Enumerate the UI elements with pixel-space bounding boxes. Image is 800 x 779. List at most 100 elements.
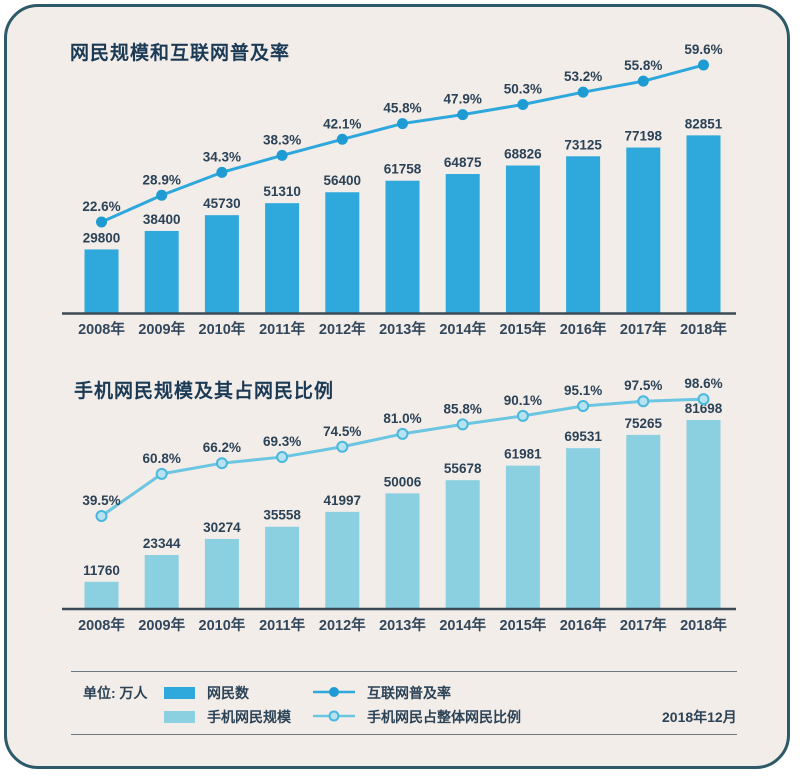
bar-value-label: 75265 — [625, 416, 663, 431]
percent-label: 97.5% — [624, 378, 662, 393]
chart1-group: 29800 38400 45730 51310 56400 61758 64875 68826… — [62, 42, 736, 338]
x-tick-label: 2008年 — [78, 616, 125, 634]
x-tick-label: 2010年 — [199, 320, 246, 338]
x-tick-label: 2012年 — [319, 616, 366, 634]
x-tick-label: 2012年 — [319, 320, 366, 338]
x-tick-label: 2009年 — [138, 320, 185, 338]
percent-label: 74.5% — [323, 424, 361, 439]
bar-value-label: 23344 — [143, 536, 181, 551]
penetration-line-icon — [313, 687, 355, 697]
bar-value-label: 69531 — [564, 429, 602, 444]
bar — [686, 419, 721, 609]
bar-value-label: 73125 — [564, 137, 602, 152]
bar-value-label: 55678 — [444, 461, 482, 476]
x-tick-label: 2018年 — [680, 616, 727, 634]
bar — [325, 511, 360, 609]
line-point — [517, 98, 529, 110]
percent-label: 28.9% — [143, 172, 181, 187]
percent-label: 47.9% — [444, 92, 482, 107]
percent-label: 81.0% — [383, 411, 421, 426]
x-tick-label: 2017年 — [620, 320, 667, 338]
date-label: 2018年12月 — [662, 709, 737, 725]
bar-value-label: 45730 — [203, 196, 241, 211]
bar-value-label: 64875 — [444, 155, 482, 170]
line-point — [215, 457, 228, 470]
bar-value-label: 61981 — [504, 447, 542, 462]
x-tick-label: 2010年 — [199, 616, 246, 634]
line-point — [637, 395, 650, 408]
bar — [385, 493, 420, 609]
x-tick-label: 2016年 — [560, 320, 607, 338]
unit-label: 单位: 万人 — [83, 685, 148, 701]
x-tick-label: 2011年 — [259, 320, 305, 338]
percent-label: 66.2% — [203, 440, 241, 455]
bar — [144, 230, 179, 314]
bar — [84, 249, 119, 314]
line-point — [96, 216, 107, 228]
bar — [505, 465, 540, 609]
bar-value-label: 11760 — [83, 563, 120, 578]
percent-label: 90.1% — [504, 393, 542, 408]
line-point — [156, 189, 168, 201]
percent-label: 55.8% — [624, 58, 662, 73]
bar — [626, 434, 661, 609]
bar — [204, 215, 239, 314]
bar — [84, 581, 119, 609]
line-point — [336, 440, 349, 453]
bar-value-label: 82851 — [685, 116, 723, 131]
percent-label: 60.8% — [143, 451, 181, 466]
x-tick-label: 2017年 — [620, 616, 667, 634]
percent-label: 34.3% — [203, 149, 241, 164]
x-tick-label: 2013年 — [379, 616, 426, 634]
bar — [505, 165, 540, 314]
percent-label: 38.3% — [263, 132, 301, 147]
line-point — [637, 75, 649, 87]
line-point — [697, 393, 710, 406]
bar — [626, 147, 661, 314]
percent-label: 69.3% — [263, 434, 301, 449]
line-point — [216, 166, 228, 178]
percent-label: 50.3% — [504, 81, 542, 96]
bar-value-label: 38400 — [143, 212, 181, 227]
line-point — [276, 149, 288, 161]
legend-label-mobile-ratio: 手机网民占整体网民比例 — [367, 709, 521, 725]
line-point — [577, 399, 590, 412]
chart2-group: 11760 23344 30274 35558 41997 50006 55678 61981… — [62, 376, 736, 634]
bar-value-label: 51310 — [263, 184, 301, 199]
bar — [144, 554, 179, 609]
netizen-bar-swatch — [164, 687, 195, 699]
percent-label: 85.8% — [444, 401, 482, 416]
line-point — [95, 510, 108, 523]
bar — [445, 174, 480, 314]
bar-value-label: 68826 — [504, 147, 542, 162]
x-tick-label: 2009年 — [138, 616, 185, 634]
percent-label: 98.6% — [684, 376, 722, 391]
percent-label: 42.1% — [323, 116, 361, 131]
percent-label: 53.2% — [564, 69, 602, 84]
legend-label-penetration: 互联网普及率 — [367, 685, 451, 701]
legend-label-netizens: 网民数 — [207, 685, 249, 701]
bar-value-label: 77198 — [625, 129, 663, 144]
bar-value-label: 35558 — [263, 508, 301, 523]
percent-label: 39.5% — [82, 493, 120, 508]
x-tick-label: 2016年 — [560, 616, 607, 634]
line-point — [397, 118, 408, 130]
bar — [566, 156, 601, 314]
x-tick-label: 2015年 — [500, 320, 547, 338]
percent-label: 22.6% — [82, 199, 120, 214]
line-point — [336, 133, 348, 145]
bar — [385, 180, 420, 314]
x-tick-label: 2014年 — [439, 320, 486, 338]
bar-value-label: 29800 — [83, 230, 121, 245]
bar — [325, 192, 360, 314]
legend-divider-bottom — [71, 734, 737, 735]
x-tick-label: 2011年 — [259, 616, 305, 634]
bar — [265, 203, 300, 314]
x-tick-label: 2018年 — [680, 320, 727, 338]
bar-value-label: 56400 — [324, 173, 362, 188]
bar-value-label: 81698 — [685, 401, 723, 416]
bar — [686, 135, 721, 314]
bar — [445, 480, 480, 609]
